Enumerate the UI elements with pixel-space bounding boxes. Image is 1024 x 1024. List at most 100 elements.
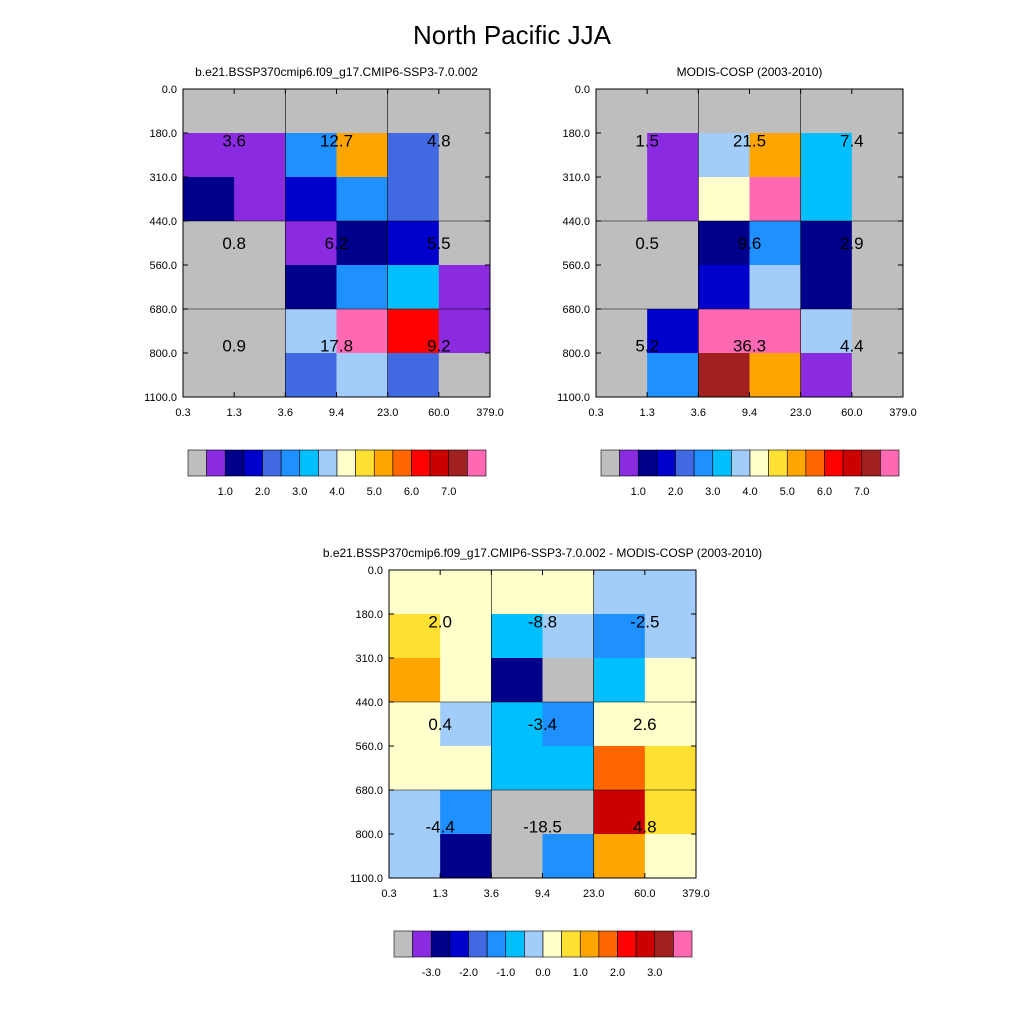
x-tick-label: 379.0 [682,888,710,900]
colorbar-swatch [561,930,581,958]
heatmap-cell [644,834,697,879]
heatmap-cell [800,89,853,134]
colorbar-tick-label: 7.0 [854,486,869,498]
heatmap-cell [749,177,802,222]
block-value-label: 17.8 [320,337,353,356]
x-tick-label: 23.0 [790,407,811,419]
block-value-label: 0.9 [222,337,246,356]
heatmap-cell [851,309,904,354]
y-tick-label: 180.0 [355,609,383,621]
heatmap-cell [234,221,286,266]
model-heatmap-panel: b.e21.BSSP370cmip6.f09_g17.CMIP6-SSP3-7.… [144,65,504,498]
x-tick-label: 9.4 [742,407,757,419]
block-value-label: 12.7 [320,131,353,150]
heatmap-cell [183,89,235,134]
heatmap-cell [851,177,904,222]
heatmap-cell [438,309,491,354]
heatmap-cell [851,89,904,134]
block-value-label: 2.6 [633,715,657,734]
heatmap-cell [800,221,853,266]
heatmap-cell [749,309,802,354]
x-tick-label: 1.3 [433,888,448,900]
x-tick-label: 3.6 [278,407,293,419]
heatmap-cell [183,133,235,178]
colorbar-swatch [635,930,656,958]
x-tick-label: 0.3 [175,407,190,419]
colorbar-tick-label: 0.0 [535,967,550,979]
colorbar-tick-label: -2.0 [459,967,478,979]
x-tick-label: 23.0 [377,407,398,419]
colorbar-swatch [524,930,544,958]
colorbar-tick-label: 5.0 [780,486,795,498]
heatmap-cell [387,265,440,310]
heatmap-cells [596,89,904,398]
heatmap-cells [389,570,697,879]
heatmap-cell [749,133,802,178]
heatmap-cell [542,746,595,791]
block-value-label: 5.2 [635,337,659,356]
heatmap-cell [596,265,648,310]
heatmap-cell [438,353,491,398]
block-value-label: 4.8 [427,131,451,150]
block-grid [596,89,903,397]
y-tick-label: 800.0 [355,829,383,841]
heatmap-cell [644,614,697,659]
y-tick-label: 1100.0 [350,873,383,885]
heatmap-cell [491,614,543,659]
block-value-label: 5.5 [427,234,451,253]
heatmap-cell [183,309,235,354]
heatmap-cell [593,658,646,703]
colorbar-swatch [429,449,450,477]
colorbar-swatch [243,449,263,477]
colorbar-swatch [600,449,620,477]
y-tick-label: 310.0 [562,172,590,184]
heatmap-cell [387,89,440,134]
colorbar-tick-label: 2.0 [610,967,625,979]
heatmap-cell [698,353,750,398]
y-tick-label: 310.0 [355,653,383,665]
heatmap-cell [749,265,802,310]
heatmap-cell [285,177,337,222]
heatmap-cell [387,177,440,222]
colorbar-swatch [373,449,394,477]
colorbar-tick-label: 6.0 [404,486,419,498]
heatmap-cell [438,265,491,310]
colorbar: -3.0 -2.0 -1.0 0.0 1.0 2.0 3.0 [393,930,693,979]
heatmap-cell [389,834,441,879]
heatmap-cell [440,570,492,615]
colorbar-swatch [619,449,639,477]
heatmap-cell [440,834,492,879]
colorbar-swatch [824,449,844,477]
x-tick-label: 1.3 [227,407,242,419]
heatmap-cell [593,614,646,659]
heatmap-cell [596,133,648,178]
heatmap-cell [644,790,697,835]
block-value-label: 7.4 [840,131,864,150]
heatmap-cell [593,834,646,879]
y-tick-label: 560.0 [149,260,177,272]
heatmap-cell [491,570,543,615]
y-tick-label: 800.0 [562,348,590,360]
y-tick-label: 680.0 [149,304,177,316]
heatmap-cell [387,309,440,354]
colorbar-swatch [579,930,600,958]
heatmap-cell [336,133,389,178]
colorbar-swatch [861,449,881,477]
colorbar-swatch [749,449,769,477]
panel-title: b.e21.BSSP370cmip6.f09_g17.CMIP6-SSP3-7.… [323,546,762,560]
x-tick-label: 9.4 [329,407,344,419]
heatmap-cell [285,133,337,178]
colorbar-swatch [598,930,618,958]
block-value-label: 1.5 [635,131,659,150]
colorbar-swatch [412,930,432,958]
heatmap-cell [851,221,904,266]
colorbar-swatch [206,449,226,477]
y-tick-label: 440.0 [355,697,383,709]
y-tick-label: 1100.0 [557,392,590,404]
block-value-label: 6.2 [325,234,349,253]
colorbar-swatch [880,449,900,477]
y-tick-label: 560.0 [562,260,590,272]
heatmap-cell [438,133,491,178]
colorbar: 1.0 2.0 3.0 4.0 5.0 6.0 7.0 [600,449,900,498]
heatmap-cell [438,221,491,266]
